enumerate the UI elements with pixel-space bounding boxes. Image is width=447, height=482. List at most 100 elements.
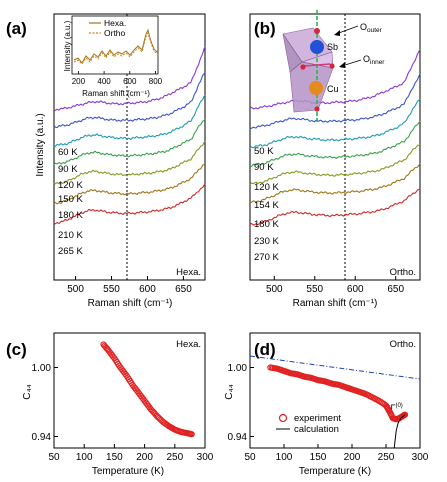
legend-calculation-label: calculation: [294, 424, 339, 435]
temperature-label: 60 K: [58, 147, 78, 158]
spectrum-50K: [249, 48, 421, 110]
panel-a-phase-label: Hexa.: [176, 267, 201, 278]
oxygen-atom: [314, 106, 320, 112]
inset-xtick-label: 400: [97, 77, 111, 86]
ytick-label: 1.00: [32, 363, 52, 374]
temperature-label: 50 K: [254, 146, 274, 157]
xtick-label: 200: [344, 452, 361, 463]
xtick-label: 550: [306, 284, 323, 295]
structure-inner-arrow: [341, 59, 362, 67]
xtick-label: 150: [310, 452, 327, 463]
panel-d-label: (d): [254, 340, 276, 359]
cu-atom: [309, 81, 323, 95]
panel-d-ylabel: C₄₄: [224, 384, 235, 399]
panel-b-temperature-labels: 50 K 90 K 120 K 154 K 180 K 230 K 270 K: [254, 146, 279, 263]
xtick-label: 100: [276, 452, 293, 463]
structure-cu-label: Cu: [327, 84, 339, 94]
panel-a: (a) Intensity (a.u.) Raman shift (cm⁻¹) …: [6, 13, 206, 309]
panel-a-spectra: [53, 46, 206, 225]
xtick-label: 500: [67, 284, 84, 295]
panel-d-background-line: [249, 355, 421, 380]
panel-a-ylabel: Intensity (a.u.): [35, 113, 46, 176]
inset-xlabel: Raman shift (cm⁻¹): [82, 89, 150, 98]
bond: [303, 63, 331, 67]
panel-d-frame: [249, 332, 421, 449]
ytick-label: 0.94: [228, 432, 248, 443]
xtick-label: 100: [76, 452, 93, 463]
oxygen-atom: [329, 63, 335, 69]
temperature-label: 180 K: [58, 210, 83, 221]
panel-c-ylabel: C₄₄: [22, 384, 33, 399]
inset-hexa-curve: [73, 28, 159, 64]
panel-b-spectra: [249, 48, 421, 226]
panel-c: (c) Hexa. C₄₄ Temperature (K) 50 100 150 20…: [6, 332, 214, 477]
panel-b-label: (b): [254, 19, 276, 38]
spectrum-150K: [53, 119, 206, 165]
xtick-label: 650: [387, 284, 404, 295]
xtick-label: 50: [244, 452, 256, 463]
panel-a-xlabel: Raman shift (cm⁻¹): [88, 298, 173, 309]
temperature-label: 230 K: [254, 236, 279, 247]
panel-a-temperature-labels: 60 K 90 K 120 K 150 K 180 K 210 K 265 K: [58, 147, 83, 257]
xtick-label: 600: [347, 284, 364, 295]
oxygen-atom: [314, 28, 320, 34]
spectrum-60K: [53, 46, 206, 112]
temperature-label: 120 K: [254, 182, 279, 193]
panel-a-label: (a): [6, 19, 27, 38]
spectrum-230K: [249, 163, 421, 204]
inset-xtick-label: 200: [72, 77, 86, 86]
xtick-label: 300: [197, 452, 214, 463]
panel-d-calculation-curve: [393, 414, 406, 449]
temperature-label: 90 K: [254, 162, 274, 173]
panel-b-xticks: 500 550 600 650: [266, 276, 404, 295]
inset-legend-ortho-label: Ortho: [104, 28, 126, 38]
panel-a-xticks: 500 550 600 650: [67, 276, 192, 295]
xtick-label: 300: [412, 452, 429, 463]
data-point: [188, 431, 195, 438]
ytick-label: 0.94: [32, 432, 52, 443]
xtick-label: 500: [266, 284, 283, 295]
xtick-label: 600: [139, 284, 156, 295]
ytick-label: 1.00: [228, 363, 248, 374]
legend-experiment-label: experiment: [294, 413, 341, 424]
temperature-label: 120 K: [58, 180, 83, 191]
panel-a-inset: Intensity (a.u.) Raman shift (cm⁻¹) 200 4…: [63, 15, 163, 98]
inset-legend-hexa-label: Hexa.: [104, 18, 126, 28]
temperature-label: 210 K: [58, 230, 83, 241]
structure-inner-arrowhead: [339, 62, 345, 68]
spectrum-180K: [53, 140, 206, 185]
spectrum-90K: [249, 73, 421, 130]
oxygen-atom: [300, 64, 306, 70]
xtick-label: 550: [103, 284, 120, 295]
inset-xtick-label: 600: [123, 77, 137, 86]
xtick-label: 50: [48, 452, 60, 463]
spectrum-180K: [249, 143, 421, 185]
panel-d-legend: experiment calculation: [276, 413, 341, 435]
structure-sb-label: Sb: [327, 42, 338, 52]
xtick-label: 650: [175, 284, 192, 295]
inset-xticks: 200 400 600 800: [72, 71, 163, 86]
spectrum-210K: [53, 163, 206, 205]
spectrum-265K: [53, 183, 206, 225]
spectrum-120K: [53, 94, 206, 148]
xtick-label: 250: [378, 452, 395, 463]
panel-b-phase-label: Ortho.: [390, 267, 416, 278]
panel-c-label: (c): [6, 340, 27, 359]
structure-inner-label: Oinner: [363, 54, 385, 66]
temperature-label: 154 K: [254, 200, 279, 211]
panel-b-frame: [249, 13, 421, 281]
spectrum-154K: [249, 120, 421, 168]
temperature-label: 265 K: [58, 246, 83, 257]
spectrum-90K: [53, 72, 206, 129]
data-point: [401, 411, 409, 418]
panel-c-frame: [53, 332, 206, 449]
inset-xtick-label: 800: [149, 77, 163, 86]
structure-outer-label: Oouter: [360, 22, 383, 34]
panel-d-points: [267, 364, 409, 423]
sb-atom: [310, 40, 324, 54]
temperature-label: 270 K: [254, 252, 279, 263]
panel-c-phase-label: Hexa.: [176, 339, 201, 350]
crystal-structure-illustration: Sb Cu Oouter Oinner: [282, 10, 385, 122]
panel-b: (b) Raman shift (cm⁻¹) Ortho. 500 550 600 6…: [249, 10, 421, 309]
